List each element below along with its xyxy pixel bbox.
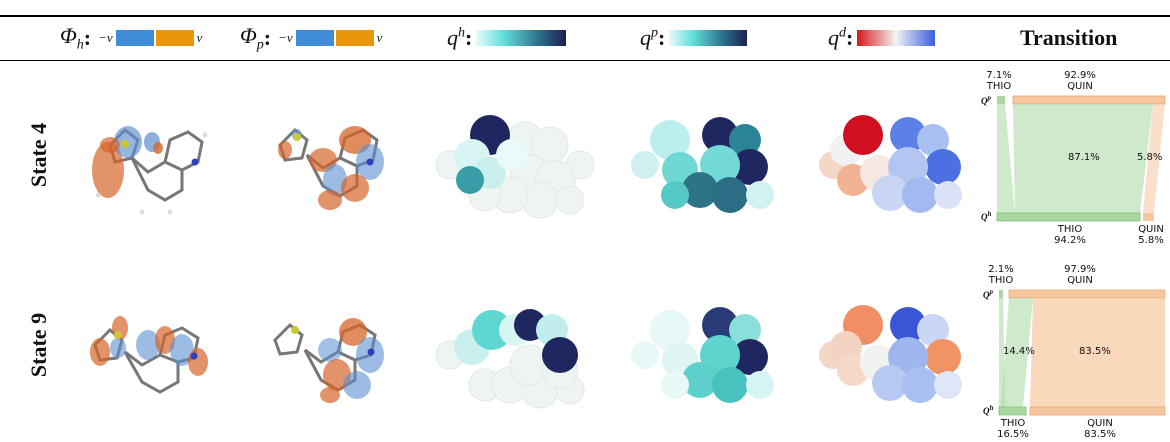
charge-qp-state-9 xyxy=(631,307,774,403)
flow-thio-thio xyxy=(997,104,1015,213)
sequential-colorbar xyxy=(669,30,748,46)
sequential-colorbar xyxy=(476,30,567,46)
atom-sulfur xyxy=(121,140,129,148)
top-rule xyxy=(0,15,1170,17)
orbital-phi-p-state-4 xyxy=(278,126,384,210)
node-bottom-thio xyxy=(996,212,1141,222)
orbital-phi-h-state-4 xyxy=(92,126,208,215)
positive-swatch xyxy=(335,30,374,46)
lobe-positive xyxy=(100,137,120,153)
header-rule xyxy=(0,60,1170,61)
header-transition: Transition xyxy=(1020,25,1118,50)
charge-qh-state-9 xyxy=(435,309,585,409)
header-phi-p: Φp : −v v xyxy=(240,22,383,53)
row-label-state-9: State 9 xyxy=(26,312,51,378)
header-q-h: qh : xyxy=(447,20,567,56)
header-phi-h: Φh : −v v xyxy=(60,22,203,53)
positive-swatch xyxy=(155,30,194,46)
flow-quin-thio xyxy=(1013,104,1153,213)
header-q-p: qp : xyxy=(640,20,748,56)
orbital-phi-h-state-9 xyxy=(90,316,208,394)
header-q-d: qd : xyxy=(828,20,936,56)
charge-qp-state-4 xyxy=(631,117,774,213)
negative-swatch xyxy=(115,30,154,46)
atom-nitrogen xyxy=(191,158,199,166)
charge-qh-state-4 xyxy=(435,115,595,219)
negative-swatch xyxy=(295,30,334,46)
lobe-positive xyxy=(153,142,163,154)
node-top-quin xyxy=(1012,95,1166,105)
charge-qd-state-4 xyxy=(819,115,962,213)
sankey-state-4: 7.1% THIO 92.9% QUIN Qp Qh 87.1% 5.8% THIO… xyxy=(981,70,1166,246)
row-label-state-4: State 4 xyxy=(26,122,51,188)
lobe-positive xyxy=(92,142,124,198)
flow-quin-quin xyxy=(1143,104,1165,213)
orbital-phi-p-state-9 xyxy=(273,318,384,403)
charge-qd-state-9 xyxy=(819,305,962,403)
sankey-state-9: 2.1% THIO 97.9% QUIN Qp Qh 14.4% 83.5% THI… xyxy=(975,262,1170,442)
diverging-colorbar xyxy=(857,30,936,46)
node-top-thio xyxy=(997,96,1005,104)
node-bottom-quin xyxy=(1143,213,1154,221)
